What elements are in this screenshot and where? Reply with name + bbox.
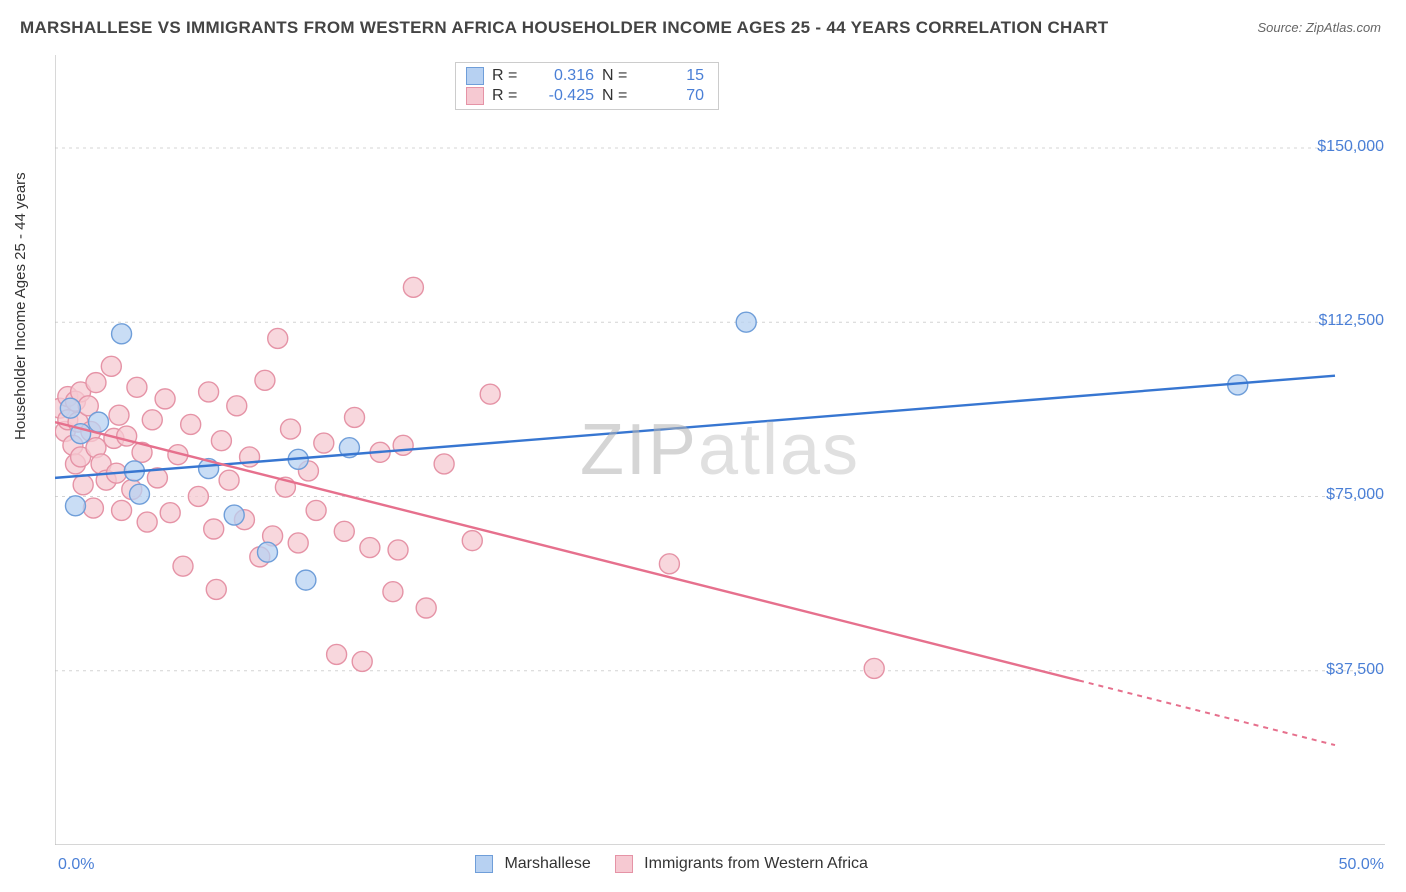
legend-n-value-0: 15 [646, 67, 704, 85]
swatch-marshallese [475, 855, 493, 873]
y-tick-label: $150,000 [1317, 138, 1384, 156]
correlation-legend: R = 0.316 N = 15 R = -0.425 N = 70 [455, 62, 719, 110]
legend-r-value-1: -0.425 [536, 87, 594, 105]
legend-item-western-africa: Immigrants from Western Africa [615, 855, 868, 873]
x-axis-start-label: 0.0% [58, 856, 94, 874]
legend-label: Immigrants from Western Africa [644, 855, 868, 872]
y-tick-label: $37,500 [1326, 661, 1384, 679]
swatch-marshallese [466, 67, 484, 85]
y-tick-label: $75,000 [1326, 486, 1384, 504]
scatter-chart-svg [55, 55, 1385, 845]
swatch-western-africa [615, 855, 633, 873]
chart-title: MARSHALLESE VS IMMIGRANTS FROM WESTERN A… [20, 18, 1108, 38]
legend-item-marshallese: Marshallese [475, 855, 591, 873]
legend-r-label: R = [492, 67, 528, 85]
legend-n-value-1: 70 [646, 87, 704, 105]
legend-row-marshallese: R = 0.316 N = 15 [466, 66, 704, 86]
swatch-western-africa [466, 87, 484, 105]
x-axis-end-label: 50.0% [1339, 856, 1384, 874]
chart-plot-area: ZIPatlas [55, 55, 1385, 845]
legend-n-label: N = [602, 87, 638, 105]
legend-n-label: N = [602, 67, 638, 85]
legend-label: Marshallese [504, 855, 590, 872]
legend-r-label: R = [492, 87, 528, 105]
series-legend: Marshallese Immigrants from Western Afri… [475, 855, 868, 873]
legend-r-value-0: 0.316 [536, 67, 594, 85]
source-attribution: Source: ZipAtlas.com [1257, 20, 1381, 35]
y-tick-label: $112,500 [1318, 312, 1384, 330]
legend-row-western-africa: R = -0.425 N = 70 [466, 86, 704, 106]
y-axis-label: Householder Income Ages 25 - 44 years [12, 172, 29, 440]
